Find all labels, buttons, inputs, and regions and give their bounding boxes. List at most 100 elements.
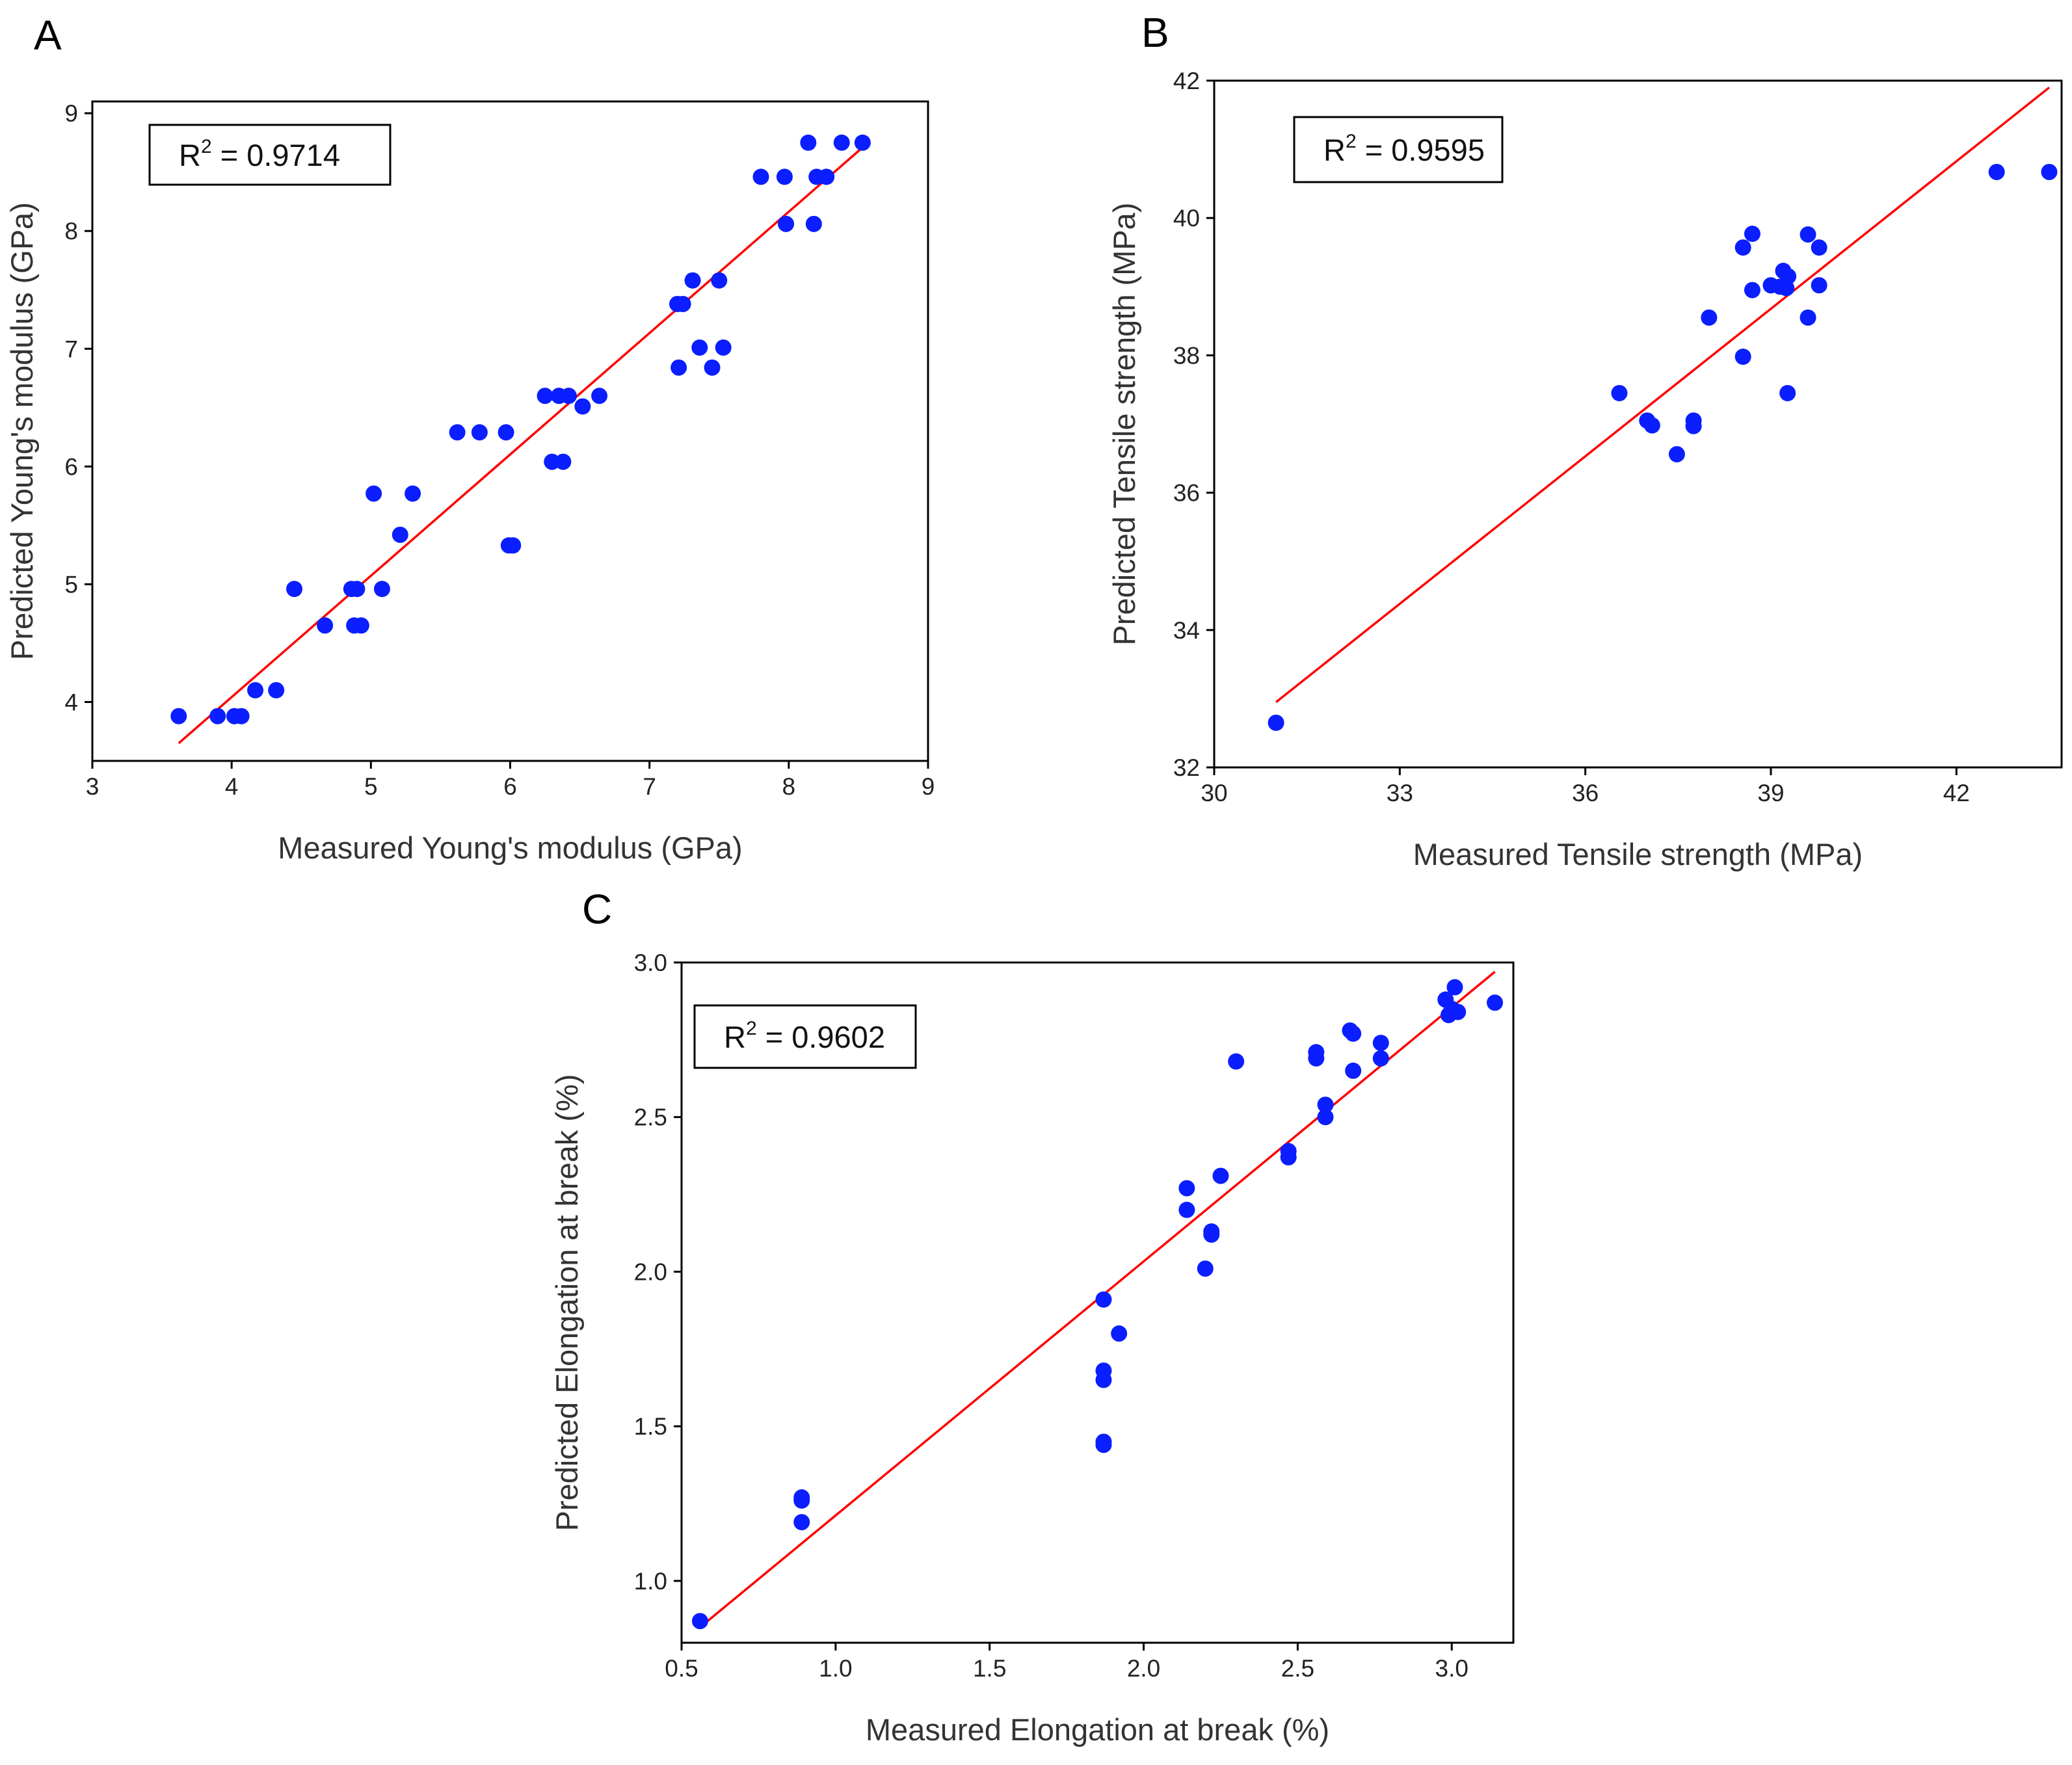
data-point bbox=[793, 1489, 810, 1506]
data-point bbox=[209, 708, 226, 724]
data-point bbox=[1611, 384, 1628, 401]
r2-label: R2 = 0.9602 bbox=[724, 1018, 885, 1054]
x-tick-label: 3 bbox=[86, 773, 100, 800]
data-point bbox=[1317, 1096, 1334, 1113]
data-point bbox=[800, 134, 817, 151]
data-point bbox=[1668, 445, 1685, 462]
data-point bbox=[317, 617, 334, 634]
x-tick-label: 42 bbox=[1943, 780, 1970, 806]
data-point bbox=[684, 272, 701, 289]
data-point bbox=[405, 485, 421, 502]
x-tick-label: 0.5 bbox=[665, 1655, 698, 1682]
x-tick-label: 30 bbox=[1201, 780, 1227, 806]
data-point bbox=[1487, 994, 1504, 1011]
y-tick-label: 2.5 bbox=[634, 1104, 667, 1131]
data-point bbox=[711, 272, 728, 289]
data-point bbox=[373, 581, 390, 598]
data-point bbox=[1643, 417, 1660, 434]
x-tick-label: 5 bbox=[364, 773, 378, 800]
data-point bbox=[1988, 163, 2005, 180]
data-point bbox=[365, 485, 382, 502]
panel-c: C 0.5 1.0 1.5 2.0 2.5 3.0 1.0 1.5 2.0 2.5 3.0 Measur… bbox=[550, 886, 1515, 1747]
data-point bbox=[591, 388, 608, 405]
x-axis-label: Measured Tensile strength (MPa) bbox=[1413, 837, 1863, 871]
data-point bbox=[1811, 239, 1827, 256]
data-point bbox=[392, 526, 408, 543]
panel-b: B 30 33 36 39 42 32 34 36 38 40 42 Measured Tensile … bbox=[1107, 9, 2063, 871]
data-point bbox=[833, 134, 850, 151]
y-tick-label: 6 bbox=[64, 453, 78, 480]
data-point bbox=[1203, 1223, 1220, 1240]
data-point bbox=[1779, 384, 1796, 401]
data-point bbox=[1212, 1167, 1229, 1184]
data-point bbox=[715, 339, 732, 356]
data-point bbox=[1372, 1050, 1389, 1067]
data-point bbox=[752, 168, 769, 185]
y-tick-label: 9 bbox=[64, 100, 78, 127]
y-axis-label: Predicted Elongation at break (%) bbox=[550, 1074, 584, 1532]
data-point bbox=[793, 1514, 810, 1531]
y-tick-label: 2.0 bbox=[634, 1258, 667, 1285]
data-point bbox=[1345, 1025, 1362, 1042]
data-point bbox=[854, 134, 871, 151]
y-tick-label: 3.0 bbox=[634, 949, 667, 976]
data-point bbox=[1228, 1053, 1245, 1070]
y-axis-label: Predicted Tensile strength (MPa) bbox=[1107, 203, 1141, 646]
data-point bbox=[1446, 979, 1463, 996]
data-point bbox=[1111, 1325, 1128, 1342]
data-point bbox=[1685, 418, 1702, 434]
data-point bbox=[1197, 1260, 1214, 1277]
data-point bbox=[1178, 1201, 1195, 1218]
data-point bbox=[1811, 277, 1827, 294]
plot-frame bbox=[1213, 79, 2063, 769]
data-point bbox=[170, 708, 187, 724]
y-axis-label: Predicted Young's modulus (GPa) bbox=[5, 202, 39, 660]
y-tick-label: 32 bbox=[1173, 754, 1200, 781]
panel-letter: B bbox=[1141, 9, 1169, 56]
data-point bbox=[674, 295, 691, 312]
data-point bbox=[778, 215, 795, 232]
data-point bbox=[805, 215, 822, 232]
y-tick-label: 36 bbox=[1173, 480, 1200, 507]
data-point bbox=[574, 398, 591, 415]
r2-box bbox=[1293, 116, 1504, 183]
data-point bbox=[1744, 282, 1760, 299]
x-tick-label: 33 bbox=[1387, 780, 1413, 806]
data-point bbox=[471, 424, 488, 441]
x-tick-label: 8 bbox=[782, 773, 796, 800]
data-point bbox=[1744, 225, 1760, 242]
plot-frame bbox=[680, 961, 1515, 1644]
data-point bbox=[671, 359, 687, 376]
y-tick-label: 42 bbox=[1173, 68, 1200, 94]
data-point bbox=[1095, 1291, 1112, 1308]
panel-letter: A bbox=[34, 12, 62, 59]
x-axis-label: Measured Elongation at break (%) bbox=[866, 1712, 1329, 1747]
regression-line bbox=[178, 144, 866, 745]
data-point bbox=[1734, 349, 1751, 365]
x-tick-label: 1.0 bbox=[819, 1655, 852, 1682]
data-point bbox=[2041, 163, 2058, 180]
x-tick-label: 6 bbox=[503, 773, 517, 800]
data-point bbox=[1308, 1044, 1325, 1061]
x-tick-label: 36 bbox=[1572, 780, 1599, 806]
y-tick-label: 34 bbox=[1173, 617, 1200, 644]
data-point bbox=[776, 168, 793, 185]
data-point bbox=[1372, 1035, 1389, 1052]
x-tick-label: 4 bbox=[225, 773, 239, 800]
y-tick-label: 7 bbox=[64, 336, 78, 362]
data-point bbox=[560, 388, 577, 405]
data-point bbox=[1317, 1109, 1334, 1126]
data-point bbox=[818, 168, 835, 185]
data-point bbox=[1701, 309, 1718, 326]
data-point bbox=[498, 424, 514, 441]
data-point bbox=[352, 617, 369, 634]
data-point bbox=[555, 453, 572, 470]
data-point bbox=[691, 339, 708, 356]
data-point bbox=[544, 453, 561, 470]
data-point bbox=[1095, 1433, 1112, 1450]
data-point bbox=[1800, 309, 1816, 326]
data-point bbox=[1450, 1003, 1467, 1020]
y-tick-label: 4 bbox=[64, 689, 78, 715]
panel-letter: C bbox=[582, 886, 612, 933]
